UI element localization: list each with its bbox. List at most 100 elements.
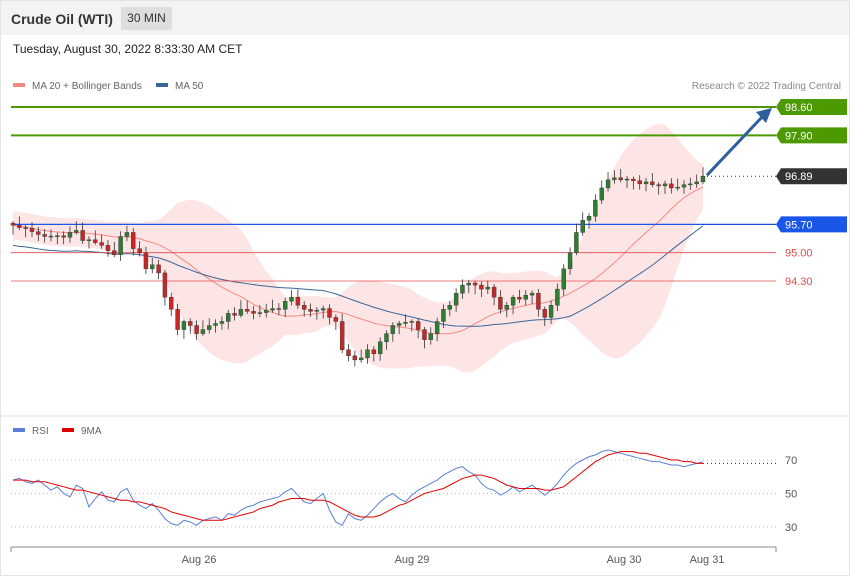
candle-body (542, 309, 547, 318)
candle-body (466, 282, 471, 286)
candles-group (10, 167, 706, 367)
candle-body (283, 301, 288, 310)
candle-body (662, 183, 668, 187)
rsi-line (12, 449, 704, 526)
candle-body (80, 230, 85, 241)
candle-body (245, 309, 250, 312)
candle-body (276, 308, 282, 310)
candle-body (251, 311, 256, 314)
candle-body (181, 321, 187, 330)
x-tick-label: Aug 29 (395, 554, 430, 566)
ma20-swatch (13, 83, 25, 88)
candle-body (390, 325, 396, 334)
candle-body (485, 286, 490, 290)
candle-body (42, 234, 47, 237)
candle-body (93, 239, 98, 243)
candle-body (618, 177, 623, 181)
candle-body (67, 232, 73, 238)
bollinger-band-fill (13, 123, 703, 373)
candle-body (504, 305, 509, 310)
ma20-line (12, 186, 704, 335)
level-label-current: 96.89 (785, 171, 813, 183)
ma50-line (12, 225, 704, 327)
candle-body (264, 309, 269, 313)
candle-body (694, 181, 699, 185)
candle-body (624, 178, 630, 181)
candle-body (207, 325, 212, 330)
candle-body (447, 305, 452, 310)
candle-body (17, 224, 22, 228)
candle-body (574, 232, 579, 253)
level-tag-resistance (776, 99, 847, 115)
candle-body (441, 309, 446, 322)
candle-body (669, 183, 674, 189)
candle-body (479, 284, 484, 290)
candle-body (675, 186, 680, 189)
x-tick-label: Aug 31 (690, 554, 725, 566)
credit-text: Research © 2022 Trading Central (691, 81, 841, 92)
candle-body (238, 309, 244, 316)
level-label-support: 94.30 (785, 276, 813, 288)
candle-body (415, 321, 421, 330)
candle-body (434, 321, 440, 334)
rsi9ma-label: 9MA (81, 426, 102, 437)
candle-body (289, 296, 294, 302)
candle-body (327, 308, 332, 318)
candle-body (536, 292, 541, 310)
level-label-pivot: 95.70 (785, 219, 813, 231)
candle-body (99, 242, 104, 246)
candle-body (593, 199, 598, 217)
candle-body (169, 296, 174, 310)
candle-body (656, 184, 661, 187)
projection-arrow-shaft (705, 114, 765, 177)
candle-body (257, 312, 263, 314)
candle-body (403, 322, 408, 324)
candle-body (409, 321, 415, 323)
candle-body (517, 296, 522, 300)
level-label-resistance: 98.60 (785, 102, 813, 114)
level-tag-resistance (776, 127, 847, 144)
candle-body (213, 323, 218, 326)
candle-body (137, 248, 142, 253)
level-tag-current (776, 168, 847, 185)
rsi-legend-9ma: 9MA (62, 426, 102, 437)
rsi-9ma-line (13, 451, 703, 521)
candle-body (681, 184, 687, 188)
candle-body (36, 231, 41, 235)
candle-body (643, 181, 649, 185)
candle-body (48, 235, 54, 238)
candle-body (339, 321, 345, 350)
candle-body (200, 329, 206, 334)
candle-body (612, 177, 617, 181)
instrument-title: Crude Oil (WTI) (11, 11, 113, 27)
rsi-legend-rsi: RSI (13, 426, 49, 437)
timeframe-badge[interactable]: 30 MIN (121, 7, 172, 30)
x-tick-label: Aug 26 (182, 554, 217, 566)
candle-body (10, 222, 16, 226)
candle-body (55, 235, 60, 237)
candle-body (232, 313, 237, 316)
candle-body (555, 288, 560, 306)
candle-body (396, 323, 402, 326)
level-label-support: 95.00 (785, 248, 813, 260)
candle-body (472, 282, 478, 286)
candle-body (384, 333, 389, 342)
candle-body (320, 308, 326, 311)
candle-body (561, 268, 566, 290)
main-legend-ma20: MA 20 + Bollinger Bands (13, 81, 142, 92)
main-legend-ma50: MA 50 (156, 81, 203, 92)
rsi-tick-label: 50 (785, 489, 797, 501)
candle-body (61, 235, 66, 238)
level-label-resistance: 97.90 (785, 130, 813, 142)
candle-body (358, 357, 364, 361)
candle-body (523, 294, 528, 300)
candle-body (599, 187, 604, 201)
chart-datetime: Tuesday, August 30, 2022 8:33:30 AM CET (13, 42, 243, 56)
candle-body (510, 296, 516, 306)
candle-body (365, 349, 370, 359)
rsi-tick-label: 70 (785, 455, 797, 467)
candle-body (377, 341, 383, 355)
candle-body (301, 305, 307, 310)
ma50-swatch (156, 83, 168, 88)
candle-body (143, 252, 149, 270)
